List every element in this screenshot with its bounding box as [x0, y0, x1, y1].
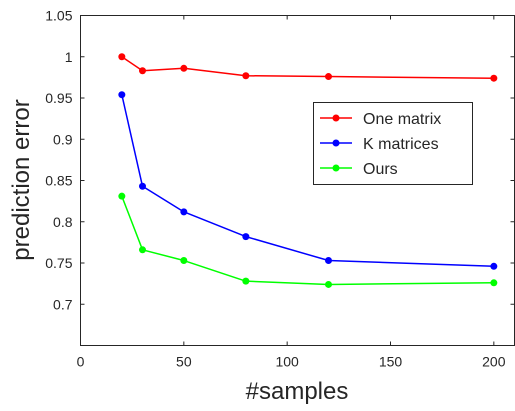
data-point-one-matrix	[242, 72, 250, 80]
legend-item-one-matrix: One matrix	[320, 111, 441, 128]
legend-label-one-matrix: One matrix	[363, 111, 441, 128]
y-tick-label: 1.05	[45, 8, 72, 24]
data-point-one-matrix	[118, 53, 126, 61]
legend-item-ours: Ours	[320, 161, 398, 178]
data-point-ours	[242, 277, 250, 285]
legend-label-k-matrices: K matrices	[363, 136, 439, 153]
data-point-ours	[490, 279, 498, 287]
data-point-k-matrices	[325, 257, 332, 265]
y-tick-label: 0.7	[53, 296, 73, 312]
y-tick-label: 0.85	[45, 173, 72, 189]
x-tick-label: 100	[275, 354, 299, 370]
series-line-one-matrix	[121, 56, 494, 79]
x-tick-label: 50	[176, 354, 192, 370]
data-point-one-matrix	[139, 67, 146, 75]
series-layer	[118, 53, 498, 288]
x-tick-label: 150	[379, 354, 403, 370]
ticks-layer: 0 50 100 150 200 0.7 0.75 0.8 0.85 0.9 0.95 1 1.05	[45, 8, 515, 370]
y-tick-label: 0.95	[45, 90, 72, 106]
x-tick-label: 0	[77, 354, 85, 370]
legend: One matrix K matrices Ours	[313, 102, 473, 185]
data-point-k-matrices	[490, 262, 498, 270]
data-point-one-matrix	[180, 64, 188, 72]
series-line-ours	[121, 195, 494, 286]
series-line-k-matrices	[121, 94, 494, 268]
data-point-ours	[139, 246, 146, 254]
y-tick-label: 1	[65, 49, 73, 65]
legend-label-ours: Ours	[363, 161, 398, 178]
y-axis-label: prediction error	[8, 99, 35, 260]
legend-marker-k-matrices	[332, 139, 340, 147]
legend-item-k-matrices: K matrices	[320, 136, 439, 153]
legend-marker-one-matrix	[332, 114, 340, 122]
data-point-ours	[325, 280, 332, 288]
x-tick-label: 200	[482, 354, 506, 370]
data-point-one-matrix	[490, 74, 498, 82]
data-point-ours	[180, 257, 188, 265]
data-point-k-matrices	[242, 233, 250, 241]
data-point-k-matrices	[139, 182, 146, 190]
y-tick-label: 0.9	[53, 131, 73, 147]
data-point-ours	[118, 192, 126, 200]
data-point-k-matrices	[118, 91, 126, 99]
data-point-one-matrix	[325, 73, 332, 81]
x-axis-label: #samples	[246, 378, 349, 405]
legend-marker-ours	[332, 164, 340, 172]
y-tick-label: 0.8	[53, 214, 73, 230]
data-point-k-matrices	[180, 208, 188, 216]
y-tick-label: 0.75	[45, 255, 72, 271]
